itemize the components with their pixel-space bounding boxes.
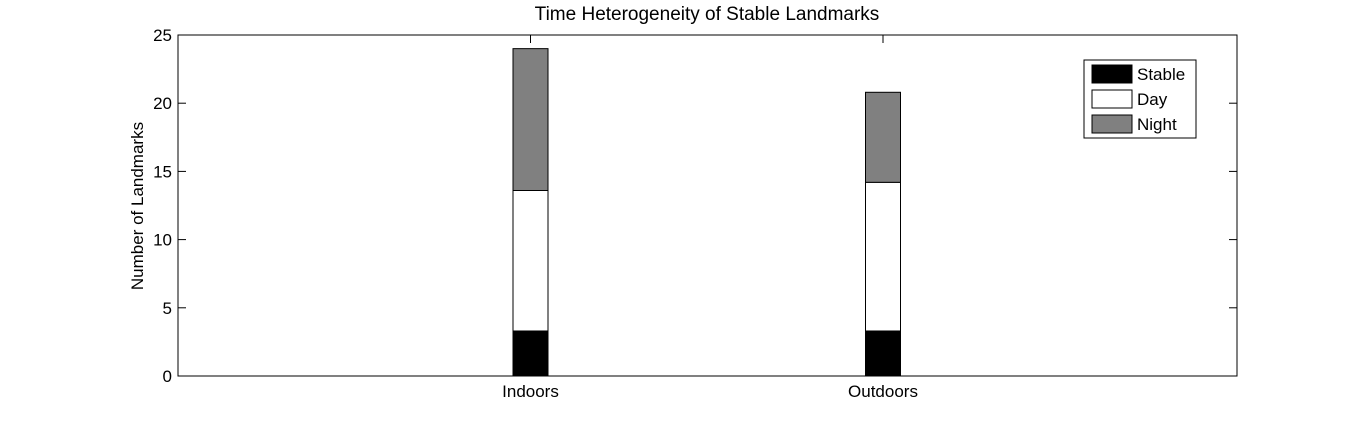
legend-label-night: Night: [1137, 115, 1177, 134]
bar-segment-day-outdoors: [865, 181, 901, 332]
x-category-label: Outdoors: [848, 382, 918, 401]
chart-title: Time Heterogeneity of Stable Landmarks: [535, 4, 880, 25]
legend: Stable Day Night: [1083, 59, 1197, 139]
legend-label-stable: Stable: [1137, 65, 1185, 84]
legend-swatch-day: [1091, 89, 1133, 109]
bar-segment-night-outdoors: [865, 91, 901, 183]
axis-ticks: 0 5 10 15 20 25 Indoors Outdoors: [153, 26, 1237, 401]
legend-swatch-stable: [1091, 64, 1133, 84]
y-tick-label: 0: [163, 367, 172, 386]
x-category-label: Indoors: [502, 382, 559, 401]
bar-segment-stable-outdoors: [865, 330, 901, 377]
plot-area-frame: [177, 34, 1238, 377]
bar-segment-day-indoors: [512, 189, 549, 332]
y-axis-label: Number of Landmarks: [128, 122, 147, 290]
y-tick-label: 25: [153, 26, 172, 45]
bar-segment-stable-indoors: [512, 330, 549, 377]
bar-segment-night-indoors: [512, 48, 549, 191]
y-tick-label: 20: [153, 94, 172, 113]
y-tick-label: 15: [153, 162, 172, 181]
legend-swatch-night: [1091, 114, 1133, 134]
y-tick-label: 5: [163, 299, 172, 318]
bars: [512, 48, 901, 377]
y-tick-label: 10: [153, 231, 172, 250]
legend-label-day: Day: [1137, 90, 1168, 109]
